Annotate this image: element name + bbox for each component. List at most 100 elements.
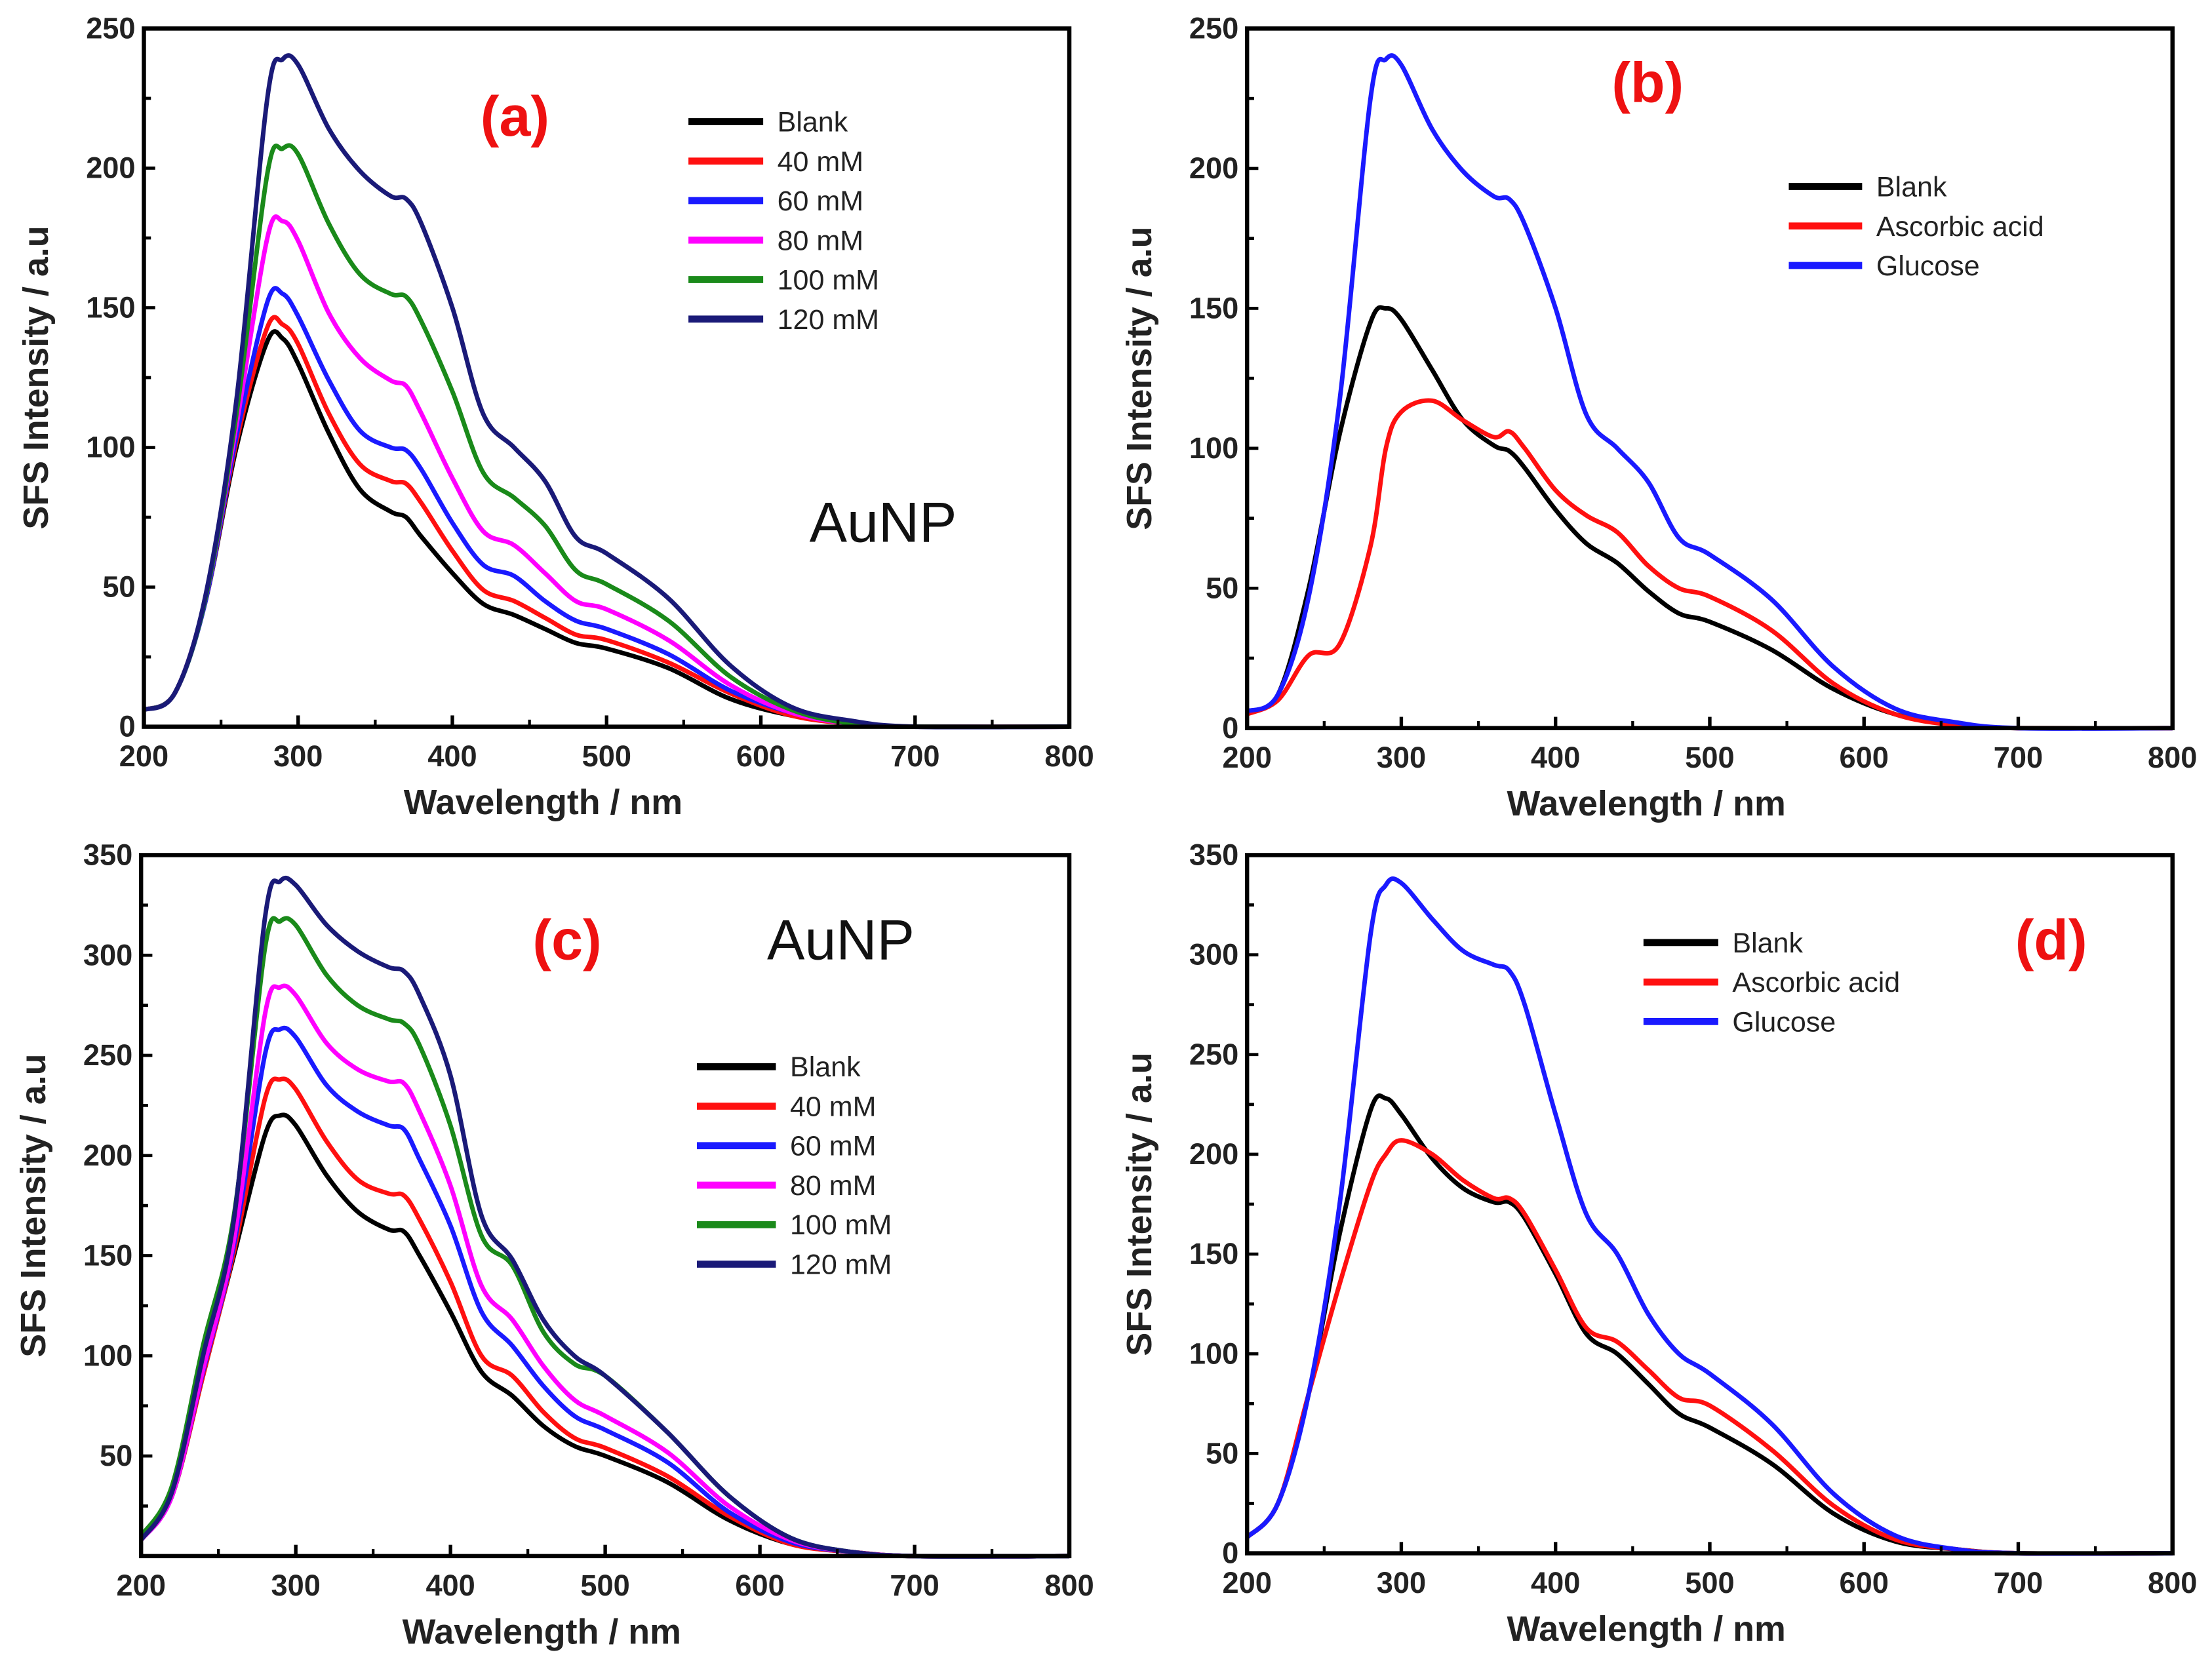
annotation-aunp: AuNP xyxy=(767,909,915,972)
series-line-glucose xyxy=(1245,876,2173,1556)
series-line-glucose xyxy=(1246,53,2173,731)
panel-label: (c) xyxy=(532,909,601,972)
legend-label: Glucose xyxy=(1732,1006,1836,1038)
legend-label: 40 mM xyxy=(790,1091,876,1123)
x-tick-label: 500 xyxy=(580,1569,629,1602)
x-tick-label: 500 xyxy=(1685,741,1734,774)
series-line-ascorbic-acid xyxy=(1245,1138,2173,1556)
x-tick-label: 300 xyxy=(273,739,323,773)
y-tick-label: 50 xyxy=(1206,571,1238,604)
x-tick-label: 300 xyxy=(271,1569,320,1602)
y-tick-label: 100 xyxy=(1189,1337,1238,1370)
x-tick-label: 500 xyxy=(1685,1566,1734,1599)
x-tick-label: 600 xyxy=(735,1569,784,1602)
y-tick-label: 100 xyxy=(1189,431,1238,465)
y-tick-label: 250 xyxy=(83,1038,132,1072)
legend: Blank Ascorbic acid Glucose xyxy=(1788,172,2044,282)
y-tick-label: 50 xyxy=(100,1439,132,1472)
legend-label: Glucose xyxy=(1876,250,1980,282)
plot-frame xyxy=(142,26,1072,729)
x-tick-label: 300 xyxy=(1377,741,1426,774)
y-tick-label: 200 xyxy=(83,1139,132,1172)
series-line-blank xyxy=(1246,305,2173,731)
x-tick-label: 200 xyxy=(1222,1566,1271,1599)
legend-label: Blank xyxy=(778,107,848,138)
legend-label: 80 mM xyxy=(778,225,863,256)
legend-label: 120 mM xyxy=(778,304,879,336)
x-tick-label: 200 xyxy=(116,1569,165,1602)
legend-label: 120 mM xyxy=(790,1249,892,1281)
y-tick-label: 200 xyxy=(1189,1137,1238,1171)
legend: Blank 40 mM 60 mM 80 mM 100 mM 120 mM xyxy=(696,1051,892,1281)
x-tick-label: 800 xyxy=(1044,1569,1094,1602)
x-tick-label: 400 xyxy=(1531,1566,1580,1599)
x-tick-label: 600 xyxy=(736,739,785,773)
series-line-40-mm xyxy=(139,1076,1070,1559)
x-tick-label: 800 xyxy=(2148,1566,2197,1599)
chart-panel-c: 200 300 400 500 600 700 800 50 100 150 200 250 300 35… xyxy=(14,838,1094,1651)
panel-label: (d) xyxy=(2015,909,2087,972)
y-tick-label: 250 xyxy=(86,12,135,45)
y-tick-label: 150 xyxy=(83,1239,132,1272)
x-tick-label: 600 xyxy=(1840,741,1889,774)
chart-panel-d: 200 300 400 500 600 700 800 0 50 100 150 200 250 300 3… xyxy=(1120,838,2198,1648)
legend-label: Blank xyxy=(1876,172,1947,203)
x-axis-label: Wavelength / nm xyxy=(404,783,682,822)
y-tick-label: 0 xyxy=(1222,1537,1238,1570)
series-line-80-mm xyxy=(139,983,1070,1559)
y-tick-label: 50 xyxy=(102,570,135,604)
chart-panel-a: 200 300 400 500 600 700 800 0 50 100 150 200 250 Wave… xyxy=(16,12,1094,822)
legend-label: 100 mM xyxy=(790,1209,892,1241)
y-tick-label: 50 xyxy=(1206,1436,1238,1470)
plot-frame xyxy=(138,853,1072,1559)
y-tick-label: 300 xyxy=(83,938,132,971)
y-axis-label: SFS Intensity / a.u xyxy=(14,1054,53,1358)
y-tick-label: 250 xyxy=(1189,12,1238,45)
panel-label: (a) xyxy=(481,85,549,148)
x-tick-label: 400 xyxy=(427,739,477,773)
y-tick-label: 150 xyxy=(86,291,135,324)
y-tick-label: 100 xyxy=(86,431,135,464)
series-line-120-mm xyxy=(139,875,1070,1559)
series-line-120-mm xyxy=(142,53,1070,730)
y-axis-label: SFS Intensity / a.u xyxy=(1120,1052,1159,1356)
legend-label: Blank xyxy=(1732,928,1803,959)
x-tick-label: 200 xyxy=(119,739,168,773)
annotation-aunp: AuNP xyxy=(810,492,957,555)
y-tick-label: 350 xyxy=(1189,838,1238,871)
series-line-ascorbic-acid xyxy=(1246,398,2173,731)
y-tick-label: 150 xyxy=(1189,291,1238,324)
y-tick-label: 350 xyxy=(83,838,132,871)
series-line-100-mm xyxy=(142,143,1070,730)
legend-label: 100 mM xyxy=(778,265,879,296)
x-tick-label: 800 xyxy=(2148,741,2197,774)
legend: Blank 40 mM 60 mM 80 mM 100 mM 120 mM xyxy=(688,107,879,336)
legend-label: 80 mM xyxy=(790,1170,876,1202)
x-tick-label: 300 xyxy=(1377,1566,1426,1599)
x-axis-label: Wavelength / nm xyxy=(1507,1609,1785,1649)
y-axis-label: SFS Intensity / a.u xyxy=(16,225,56,529)
legend: Blank Ascorbic acid Glucose xyxy=(1643,928,1900,1038)
series-line-100-mm xyxy=(139,916,1070,1559)
x-tick-label: 400 xyxy=(425,1569,475,1602)
y-tick-label: 200 xyxy=(1189,151,1238,185)
x-tick-label: 700 xyxy=(890,1569,939,1602)
panel-label: (b) xyxy=(1611,51,1684,114)
x-tick-label: 700 xyxy=(890,739,939,773)
y-tick-label: 200 xyxy=(86,151,135,185)
x-axis-label: Wavelength / nm xyxy=(403,1612,681,1651)
legend-label: Ascorbic acid xyxy=(1876,211,2044,243)
y-tick-label: 300 xyxy=(1189,938,1238,971)
chart-panel-b: 200 300 400 500 600 700 800 0 50 100 150 200 250 Wave… xyxy=(1120,12,2198,824)
x-tick-label: 800 xyxy=(1044,739,1094,773)
x-tick-label: 700 xyxy=(1994,1566,2043,1599)
legend-label: 40 mM xyxy=(778,146,863,178)
y-tick-label: 250 xyxy=(1189,1038,1238,1071)
x-tick-label: 700 xyxy=(1994,741,2043,774)
x-tick-label: 200 xyxy=(1222,741,1271,774)
series-line-60-mm xyxy=(139,1025,1070,1559)
y-axis-label: SFS Intensity / a.u xyxy=(1120,227,1159,530)
legend-label: 60 mM xyxy=(778,186,863,217)
y-tick-label: 150 xyxy=(1189,1237,1238,1270)
